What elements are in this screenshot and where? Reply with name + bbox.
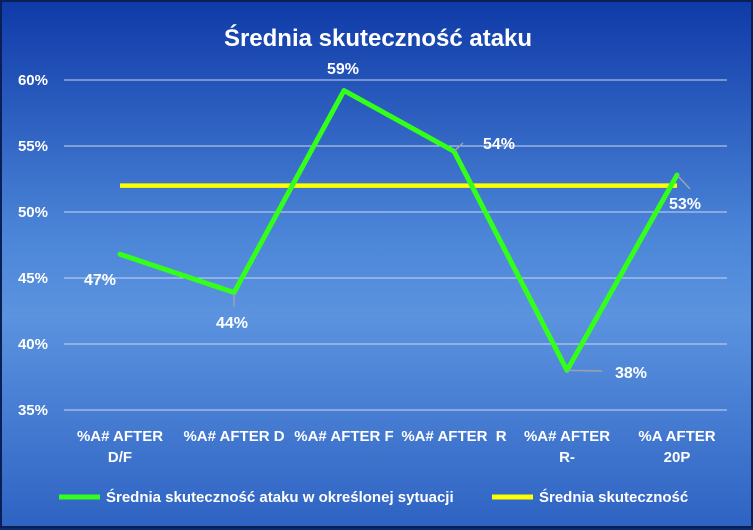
legend: Średnia skuteczność ataku w określonej s…	[59, 488, 688, 506]
leader-line	[453, 142, 464, 152]
data-label: 44%	[216, 315, 248, 332]
legend-label-main: Średnia skuteczność ataku w określonej s…	[106, 488, 454, 506]
y-tick-label: 35%	[18, 402, 48, 419]
x-category-label: %A# AFTER R	[401, 428, 506, 445]
data-label: 47%	[84, 272, 116, 289]
x-category-label: %A# AFTER F	[294, 428, 393, 445]
x-category-label: 20P	[664, 449, 691, 466]
data-label: 53%	[669, 196, 701, 213]
x-category-label: %A# AFTER D	[183, 428, 284, 445]
x-axis-categories: %A# AFTER D/F %A# AFTER D %A# AFTER F %A# AF…	[77, 428, 716, 466]
series-line-main	[117, 88, 680, 373]
y-tick-label: 40%	[18, 336, 48, 353]
chart-title: Średnia skuteczność ataku	[224, 24, 532, 52]
y-tick-label: 55%	[18, 138, 48, 155]
x-category-label: %A# AFTER	[524, 428, 610, 445]
x-category-label: D/F	[108, 449, 132, 466]
data-label: 54%	[483, 136, 515, 153]
x-category-label: %A# AFTER	[77, 428, 163, 445]
x-category-label: %A AFTER	[638, 428, 715, 445]
gridlines	[64, 79, 727, 411]
leader-lines	[233, 142, 691, 372]
y-tick-label: 60%	[18, 72, 48, 89]
y-tick-label: 50%	[18, 204, 48, 221]
data-labels: 47% 44% 59% 54% 38% 53%	[84, 61, 701, 382]
leader-line	[566, 369, 603, 372]
data-label: 59%	[327, 61, 359, 78]
legend-label-average: Średnia skuteczność	[539, 488, 688, 506]
leader-line	[676, 174, 691, 190]
series-group	[117, 88, 680, 373]
y-axis-ticks: 35% 40% 45% 50% 55% 60%	[18, 72, 48, 419]
data-point	[342, 89, 346, 93]
data-label: 38%	[615, 365, 647, 382]
y-tick-label: 45%	[18, 270, 48, 287]
x-category-label: R-	[559, 449, 575, 466]
data-point	[118, 252, 122, 256]
